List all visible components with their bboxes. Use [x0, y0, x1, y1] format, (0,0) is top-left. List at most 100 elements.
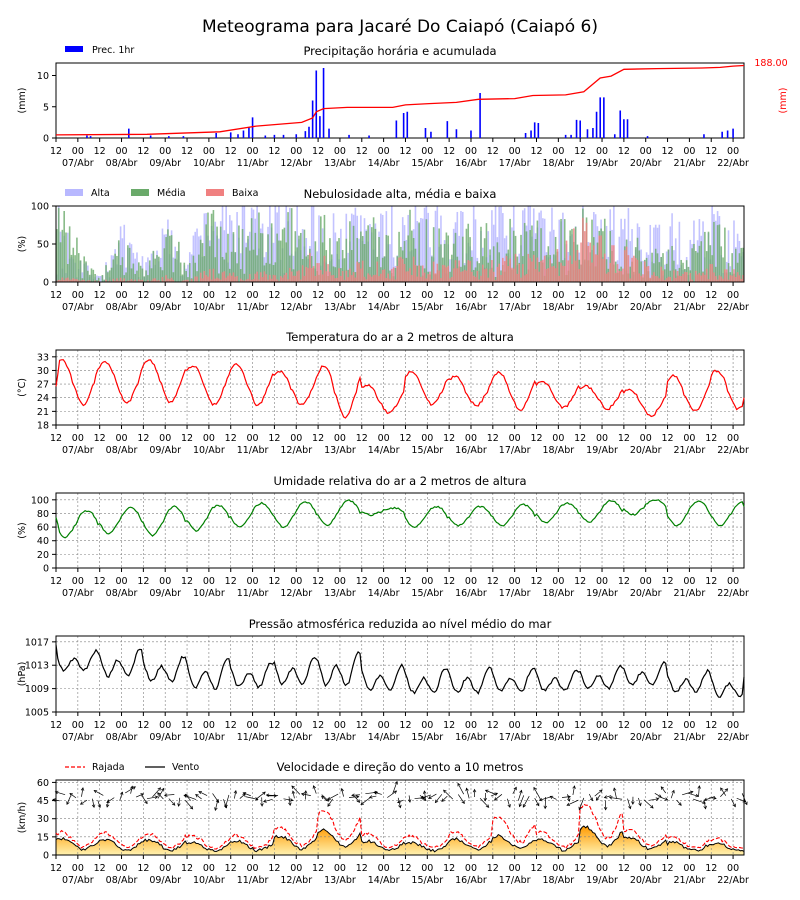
precip-day-label: 13/Abr [324, 158, 356, 169]
cloud-bar-mid [70, 254, 73, 282]
cloud-bar-mid [72, 247, 75, 282]
cloud-bar-low [587, 245, 590, 282]
wind-direction-arrow [291, 785, 301, 795]
cloud-bar-mid [208, 246, 211, 282]
cloud-bar-low [494, 279, 497, 282]
cloud-bar-low [489, 269, 491, 282]
cloud-bar-low [165, 275, 167, 282]
wind-direction-arrow [490, 792, 498, 797]
wind-direction-arrowhead [465, 787, 469, 792]
wind-direction-arrow [157, 788, 165, 799]
wind-direction-arrowhead [97, 804, 101, 809]
wind-direction-arrowhead [713, 796, 717, 800]
cloud-bar-low [259, 272, 262, 282]
cloud-bar-low [327, 264, 329, 282]
cloud-bar-low [609, 262, 612, 282]
cloud-bar-low [554, 268, 557, 282]
cloud-bar-high [130, 244, 133, 282]
cloud-bar-low [67, 277, 69, 282]
cloud-bar-high [347, 252, 349, 282]
cloud-bar-low [552, 266, 555, 282]
precip-xtick-label: 00 [552, 146, 564, 157]
wind-direction-arrow [703, 799, 706, 809]
cloud-bar-high [420, 217, 422, 282]
wind-direction-arrow [135, 793, 144, 798]
cloud-bar-high [472, 206, 475, 282]
cloud-bar-high [416, 221, 419, 282]
wind-direction-arrowhead [214, 807, 218, 811]
cloud-bar-low [576, 250, 579, 282]
cloud-bar-mid [356, 238, 359, 282]
clouds-xtick-label: 00 [334, 290, 346, 301]
clouds-day-label: 07/Abr [62, 302, 94, 313]
wind-direction-arrow [349, 796, 359, 798]
pressure-ytick-label: 1009 [25, 684, 49, 695]
precip-bar [237, 134, 239, 138]
wind-direction-arrowhead [461, 800, 465, 804]
clouds-xtick-label: 12 [530, 290, 542, 301]
wind-day-label: 14/Abr [368, 875, 400, 886]
wind-direction-arrowhead [533, 786, 537, 791]
cloud-bar-mid [605, 259, 608, 282]
cloud-bar-mid [128, 247, 131, 282]
pressure-xtick-label: 00 [683, 720, 695, 731]
clouds-day-label: 21/Abr [674, 302, 706, 313]
wind-direction-arrowhead [703, 805, 707, 810]
wind-direction-arrowhead [161, 787, 165, 792]
cloud-bar-mid [265, 262, 268, 282]
wind-xtick-label: 00 [290, 863, 302, 874]
pressure-xtick-label: 00 [509, 720, 521, 731]
cloud-bar-low [405, 271, 408, 282]
cloud-bar-low [527, 253, 530, 282]
cloud-bar-low [727, 279, 730, 282]
cloud-bar-low [531, 261, 533, 282]
cloud-bar-mid [461, 236, 464, 282]
wind-direction-arrowhead [422, 797, 427, 801]
precip-bar [575, 119, 578, 138]
wind-direction-arrowhead [744, 801, 748, 806]
cloud-bar-low [503, 261, 506, 282]
temperature-xtick-label: 00 [290, 433, 302, 444]
cloud-bar-mid [465, 228, 468, 282]
wind-direction-arrowhead [351, 793, 355, 797]
wind-direction-arrow [512, 787, 517, 794]
temperature-xtick-label: 12 [94, 433, 106, 444]
wind-direction-arrowhead [519, 789, 523, 794]
legend-swatch-cloud [206, 189, 224, 196]
pressure-day-label: 21/Abr [674, 732, 706, 743]
temperature-xtick-label: 12 [662, 433, 674, 444]
cloud-bar-mid [188, 263, 191, 282]
cloud-bar-low [569, 255, 571, 282]
pressure-xtick-label: 00 [727, 720, 739, 731]
pressure-xtick-label: 12 [530, 720, 542, 731]
cloud-bar-mid [603, 218, 606, 282]
cloud-bar-low [432, 261, 435, 282]
cloud-bar-low [167, 278, 169, 282]
pressure-xtick-label: 00 [552, 720, 564, 731]
wind-line [55, 825, 745, 853]
cloud-bar-mid [243, 273, 246, 282]
wind-panel: 0 15 30 45 60 (km/h) Velocidade e direção do v… [17, 760, 749, 886]
temperature-xtick-label: 12 [50, 433, 62, 444]
cloud-bar-mid [420, 265, 422, 282]
cloud-bar-low [707, 279, 710, 282]
clouds-xtick-label: 00 [596, 290, 608, 301]
wind-direction-arrowhead [697, 785, 701, 789]
cloud-bar-mid [203, 256, 206, 282]
cloud-bar-low [141, 279, 144, 282]
cloud-bar-mid [403, 241, 406, 282]
precip-xtick-label: 12 [618, 146, 630, 157]
cloud-bar-high [225, 206, 227, 282]
cloud-bar-high [618, 236, 621, 282]
wind-xtick-label: 00 [334, 863, 346, 874]
cloud-bar-high [487, 231, 490, 282]
clouds-day-label: 22/Abr [717, 302, 749, 313]
cloud-bar-low [465, 270, 468, 282]
temperature-ytick-label: 18 [37, 421, 49, 432]
wind-xtick-label: 12 [705, 863, 717, 874]
cloud-bar-low [325, 271, 328, 282]
cloud-bar-mid [285, 242, 288, 282]
wind-direction-arrow [494, 794, 503, 801]
precip-xtick-label: 12 [487, 146, 499, 157]
temperature-xtick-label: 12 [530, 433, 542, 444]
